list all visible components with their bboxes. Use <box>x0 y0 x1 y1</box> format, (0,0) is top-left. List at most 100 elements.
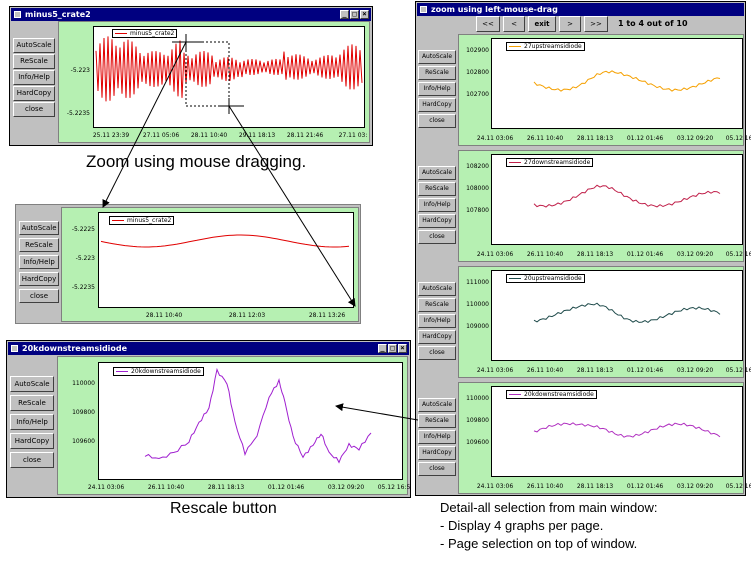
maximize-button[interactable]: □ <box>388 344 397 353</box>
hardcopy-button[interactable]: HardCopy <box>13 86 55 101</box>
info-help-button[interactable]: Info/Help <box>19 255 59 269</box>
hardcopy-button[interactable]: HardCopy <box>19 272 59 286</box>
graph-panel-xtick: 26.11 10:40 <box>526 251 564 258</box>
rescale-ytick: 110000 <box>72 380 95 387</box>
close-button[interactable]: close <box>10 452 54 468</box>
graph-panel-xtick: 26.11 10:40 <box>526 483 564 490</box>
info-help-button[interactable]: Info/Help <box>418 314 456 328</box>
graph-panel-ytick: 102900 <box>466 47 489 54</box>
autoscale-button[interactable]: AutoScale <box>418 166 456 180</box>
zoomed-ytick: -5.223 <box>75 255 95 262</box>
rescale-button[interactable]: ReScale <box>418 66 456 80</box>
graph-panel-legend-label: 27upstreamsidiode <box>524 43 582 50</box>
rescale-button[interactable]: ReScale <box>418 414 456 428</box>
zoom-caption: Zoom using mouse dragging. <box>86 152 307 171</box>
graph-panel: AutoScale ReScale Info/Help HardCopy close 20… <box>418 382 751 494</box>
close-button[interactable]: close <box>418 346 456 360</box>
rescale-ytick: 109600 <box>72 438 95 445</box>
graph-panel-xtick: 03.12 09:20 <box>676 483 714 490</box>
close-button[interactable]: close <box>418 114 456 128</box>
graph-panel-legend: 20upstreamsidiode <box>506 274 585 283</box>
rescale-ytick: 109800 <box>72 409 95 416</box>
minimize-button[interactable]: _ <box>378 344 387 353</box>
info-help-button[interactable]: Info/Help <box>418 198 456 212</box>
hardcopy-button[interactable]: HardCopy <box>418 214 456 228</box>
next-page-button[interactable]: > <box>559 16 581 32</box>
zoomed-xtick: 28.11 10:40 <box>145 312 183 319</box>
main-xtick: 27.11 05:06 <box>142 132 180 139</box>
close-window-button[interactable]: × <box>360 10 369 19</box>
graph-panel-xtick: 01.12 01:46 <box>626 367 664 374</box>
graph-panel-xtick: 05.12 16:5 <box>725 367 751 374</box>
rescale-button[interactable]: ReScale <box>418 298 456 312</box>
rescale-trace-svg <box>144 367 372 464</box>
autoscale-button[interactable]: AutoScale <box>10 376 54 392</box>
close-button[interactable]: close <box>418 230 456 244</box>
graph-panel-plot-area[interactable]: 20upstreamsidiode <box>491 270 743 361</box>
hardcopy-button[interactable]: HardCopy <box>10 433 54 449</box>
rescale-window-titlebar[interactable]: 20kdownstreamsidiode _ □ × <box>8 342 409 355</box>
graph-panel-ytick: 107800 <box>466 207 489 214</box>
autoscale-button[interactable]: AutoScale <box>418 50 456 64</box>
hardcopy-button[interactable]: HardCopy <box>418 446 456 460</box>
main-plot-area[interactable]: minus5_crate2 <box>93 26 365 128</box>
graph-panel-xtick: 24.11 03:06 <box>476 251 514 258</box>
prev-page-button[interactable]: < <box>503 16 525 32</box>
graph-panel-ytick: 109800 <box>466 417 489 424</box>
graph-panel-plot-area[interactable]: 20kdownstreamsidiode <box>491 386 743 477</box>
info-help-button[interactable]: Info/Help <box>418 430 456 444</box>
info-help-button[interactable]: Info/Help <box>13 70 55 85</box>
info-help-button[interactable]: Info/Help <box>418 82 456 96</box>
detail-caption-title: Detail-all selection from main window: <box>440 500 658 515</box>
last-page-button[interactable]: >> <box>584 16 608 32</box>
graph-panel-xtick: 28.11 18:13 <box>576 135 614 142</box>
main-legend-label: minus5_crate2 <box>130 30 175 37</box>
first-page-button[interactable]: << <box>476 16 500 32</box>
autoscale-button[interactable]: AutoScale <box>13 38 55 53</box>
graph-panel-legend-label: 27downstreamsidiode <box>524 159 591 166</box>
graph-panel-legend-label: 20upstreamsidiode <box>524 275 582 282</box>
graph-panel-trace-line <box>533 422 721 438</box>
close-button[interactable]: close <box>13 102 55 117</box>
graph-panel-plot-area[interactable]: 27downstreamsidiode <box>491 154 743 245</box>
close-button[interactable]: close <box>418 462 456 476</box>
graph-panel-ytick: 110000 <box>466 395 489 402</box>
graph-panel: AutoScale ReScale Info/Help HardCopy close 27… <box>418 34 751 146</box>
autoscale-button[interactable]: AutoScale <box>418 282 456 296</box>
graph-panel-plot-area[interactable]: 27upstreamsidiode <box>491 38 743 129</box>
app-icon <box>11 345 18 352</box>
main-window: minus5_crate2 _ □ × AutoScale ReScale In… <box>9 6 373 146</box>
main-xtick: 29.11 18:13 <box>238 132 276 139</box>
graph-panel-xtick: 05.12 16:5 <box>725 135 751 142</box>
graph-panel-plot-pane: 20kdownstreamsidiode 110000 109800 109600 24… <box>458 382 751 494</box>
exit-button[interactable]: exit <box>528 16 556 32</box>
rescale-plot-area[interactable]: 20kdownstreamsidiode <box>98 362 403 480</box>
minimize-button[interactable]: _ <box>340 10 349 19</box>
graph-panel-xtick: 24.11 03:06 <box>476 483 514 490</box>
rescale-button[interactable]: ReScale <box>418 182 456 196</box>
multi-window-titlebar[interactable]: zoom using left-mouse-drag <box>417 3 744 16</box>
rescale-trace-line <box>144 367 372 464</box>
graph-panel-xtick: 28.11 18:13 <box>576 367 614 374</box>
rescale-button[interactable]: ReScale <box>10 395 54 411</box>
rescale-button[interactable]: ReScale <box>13 54 55 69</box>
autoscale-button[interactable]: AutoScale <box>19 221 59 235</box>
close-button[interactable]: close <box>19 289 59 303</box>
maximize-button[interactable]: □ <box>350 10 359 19</box>
graph-panel-xtick: 03.12 09:20 <box>676 135 714 142</box>
hardcopy-button[interactable]: HardCopy <box>418 98 456 112</box>
main-window-titlebar[interactable]: minus5_crate2 _ □ × <box>11 8 371 21</box>
zoomed-plot-area[interactable]: minus5_crate2 <box>98 212 354 308</box>
graph-panel-xtick: 05.12 16:5 <box>725 251 751 258</box>
info-help-button[interactable]: Info/Help <box>10 414 54 430</box>
graph-panel: AutoScale ReScale Info/Help HardCopy close 20… <box>418 266 751 378</box>
graph-panel-legend-label: 20kdownstreamsidiode <box>524 391 594 398</box>
graph-panel-xtick: 01.12 01:46 <box>626 251 664 258</box>
hardcopy-button[interactable]: HardCopy <box>418 330 456 344</box>
graph-panel-trace-svg <box>533 70 721 92</box>
main-legend: minus5_crate2 <box>112 29 178 38</box>
autoscale-button[interactable]: AutoScale <box>418 398 456 412</box>
close-window-button[interactable]: × <box>398 344 407 353</box>
rescale-button[interactable]: ReScale <box>19 238 59 252</box>
graph-panel-xtick: 26.11 10:40 <box>526 135 564 142</box>
